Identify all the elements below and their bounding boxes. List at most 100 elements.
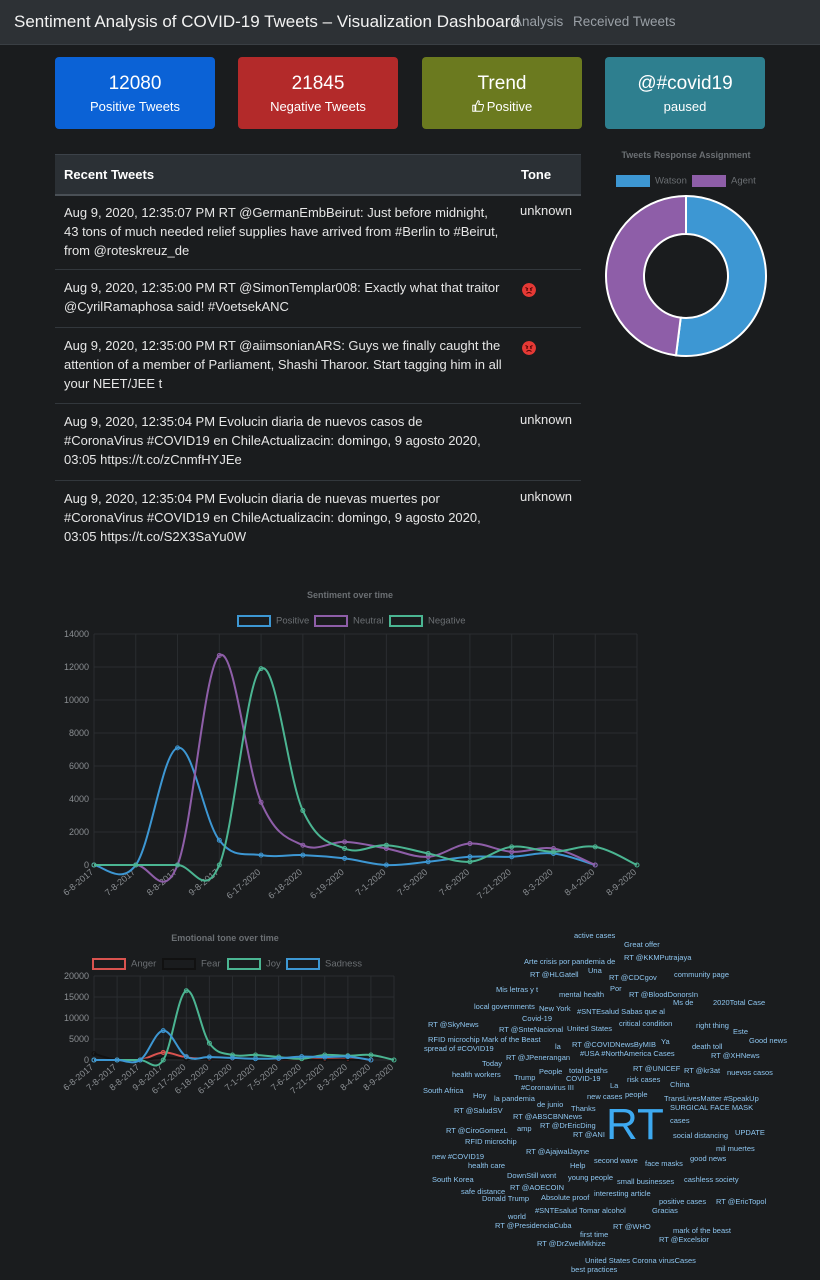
data-point-sadness[interactable] — [206, 1054, 212, 1060]
word-cloud-term: new cases — [587, 1092, 623, 1101]
data-point-neutral[interactable] — [216, 652, 222, 658]
word-cloud-term: mark of the beast — [673, 1226, 731, 1235]
data-point-positive[interactable] — [175, 745, 181, 751]
legend-swatch — [92, 958, 126, 970]
legend-negative[interactable]: Negative — [389, 615, 466, 627]
data-point-sadness[interactable] — [91, 1057, 97, 1063]
data-point-joy[interactable] — [160, 1057, 166, 1063]
legend-swatch — [237, 615, 271, 627]
data-point-neutral[interactable] — [425, 854, 431, 860]
data-point-sadness[interactable] — [299, 1054, 305, 1060]
legend-positive[interactable]: Positive — [237, 615, 309, 627]
data-point-joy[interactable] — [206, 1040, 212, 1046]
data-point-neutral[interactable] — [509, 849, 515, 855]
app-title[interactable]: Sentiment Analysis of COVID-19 Tweets – … — [14, 12, 520, 31]
data-point-sadness[interactable] — [322, 1054, 328, 1060]
data-point-positive[interactable] — [258, 852, 264, 858]
data-point-fear[interactable] — [91, 1051, 97, 1057]
emotional-tone-line-chart[interactable]: 050001000015000200006-8-20177-8-20178-8-… — [40, 965, 410, 1110]
data-point-positive[interactable] — [467, 854, 473, 860]
word-cloud-term: world — [508, 1212, 526, 1221]
word-cloud-term: RT @SkyNews — [428, 1020, 479, 1029]
data-point-joy[interactable] — [183, 988, 189, 994]
data-point-neutral[interactable] — [592, 862, 598, 868]
data-point-negative[interactable] — [258, 666, 264, 672]
data-point-neutral[interactable] — [300, 842, 306, 848]
sentiment-line-chart[interactable]: 0 2000 4000 6000 8000 10000 12000 14000 6-8-2017… — [40, 625, 650, 915]
data-point-sadness[interactable] — [160, 1028, 166, 1034]
legend-sadness[interactable]: Sadness — [286, 958, 362, 970]
word-cloud-term: new #COVID19 — [432, 1152, 485, 1161]
series-line-negative — [94, 667, 638, 882]
data-point-sadness[interactable] — [368, 1057, 374, 1063]
word-cloud-term: Help — [570, 1161, 586, 1170]
legend-agent[interactable]: Agent — [692, 175, 756, 187]
data-point-negative[interactable] — [216, 862, 222, 868]
data-point-positive[interactable] — [425, 859, 431, 865]
data-point-negative[interactable] — [133, 862, 139, 868]
legend-swatch — [314, 615, 348, 627]
data-point-negative[interactable] — [91, 862, 97, 868]
word-cloud-term: young people — [568, 1173, 614, 1182]
donut-title: Tweets Response Assignment — [621, 150, 751, 160]
data-point-negative[interactable] — [509, 844, 515, 850]
word-cloud-term: Una — [588, 966, 602, 975]
data-point-joy[interactable] — [368, 1052, 374, 1058]
data-point-sadness[interactable] — [114, 1057, 120, 1063]
data-point-negative[interactable] — [175, 862, 181, 868]
angry-face-icon — [522, 283, 536, 297]
data-point-neutral[interactable] — [550, 846, 556, 851]
word-cloud-term: nuevos casos — [727, 1068, 773, 1077]
data-point-neutral[interactable] — [467, 841, 473, 847]
data-point-joy[interactable] — [391, 1057, 397, 1063]
positive-label: Positive Tweets — [89, 99, 181, 114]
y-tick-label: 0 — [84, 1055, 89, 1065]
data-point-positive[interactable] — [509, 854, 515, 860]
data-point-negative[interactable] — [550, 849, 556, 855]
data-point-negative[interactable] — [467, 859, 473, 865]
data-point-negative[interactable] — [383, 842, 389, 848]
nav-link-received-tweets[interactable]: Received Tweets — [573, 14, 676, 29]
data-point-neutral[interactable] — [383, 846, 389, 851]
legend-anger[interactable]: Anger — [92, 958, 156, 970]
data-point-positive[interactable] — [342, 855, 348, 861]
stream-status: paused — [663, 99, 707, 114]
data-point-neutral[interactable] — [342, 839, 348, 845]
data-point-negative[interactable] — [592, 844, 598, 850]
tone-value: unknown — [520, 203, 573, 218]
word-cloud-term: Ya — [661, 1037, 670, 1046]
table-row: Aug 9, 2020, 12:35:04 PM Evolucin diaria… — [55, 404, 581, 481]
donut-slice-watson[interactable] — [674, 194, 767, 357]
legend-joy[interactable]: Joy — [227, 958, 281, 970]
series-line-positive — [93, 746, 596, 876]
word-cloud-term: South Korea — [432, 1175, 474, 1184]
data-point-sadness[interactable] — [137, 1057, 143, 1063]
data-point-sadness[interactable] — [345, 1054, 351, 1060]
word-cloud-term: good news — [690, 1154, 727, 1163]
x-tick-label: 8-4-2020 — [562, 867, 596, 898]
word-cloud-term: TransLivesMatter #SpeakUp — [664, 1094, 759, 1103]
y-tick-label: 6000 — [69, 761, 89, 771]
data-point-anger[interactable] — [160, 1049, 166, 1055]
data-point-negative[interactable] — [634, 862, 640, 868]
data-point-sadness[interactable] — [229, 1055, 235, 1061]
data-point-sadness[interactable] — [183, 1054, 189, 1060]
legend-neutral[interactable]: Neutral — [314, 615, 384, 627]
stream-card[interactable]: @#covid19 paused — [605, 57, 765, 129]
donut-slice-agent[interactable] — [605, 194, 687, 357]
donut-chart[interactable] — [600, 190, 772, 362]
data-point-neutral[interactable] — [258, 799, 264, 805]
legend-fear[interactable]: Fear — [162, 958, 221, 970]
y-tick-label: 10000 — [64, 695, 89, 705]
data-point-sadness[interactable] — [253, 1056, 259, 1062]
data-point-negative[interactable] — [300, 808, 306, 814]
data-point-positive[interactable] — [216, 837, 222, 843]
data-point-positive[interactable] — [300, 852, 306, 858]
word-cloud-term: People — [539, 1067, 563, 1076]
data-point-positive[interactable] — [383, 862, 389, 868]
nav-link-analysis[interactable]: Analysis — [513, 14, 564, 29]
data-point-negative[interactable] — [425, 850, 431, 856]
legend-watson[interactable]: Watson — [616, 175, 687, 187]
data-point-sadness[interactable] — [276, 1055, 282, 1061]
data-point-negative[interactable] — [342, 846, 348, 851]
